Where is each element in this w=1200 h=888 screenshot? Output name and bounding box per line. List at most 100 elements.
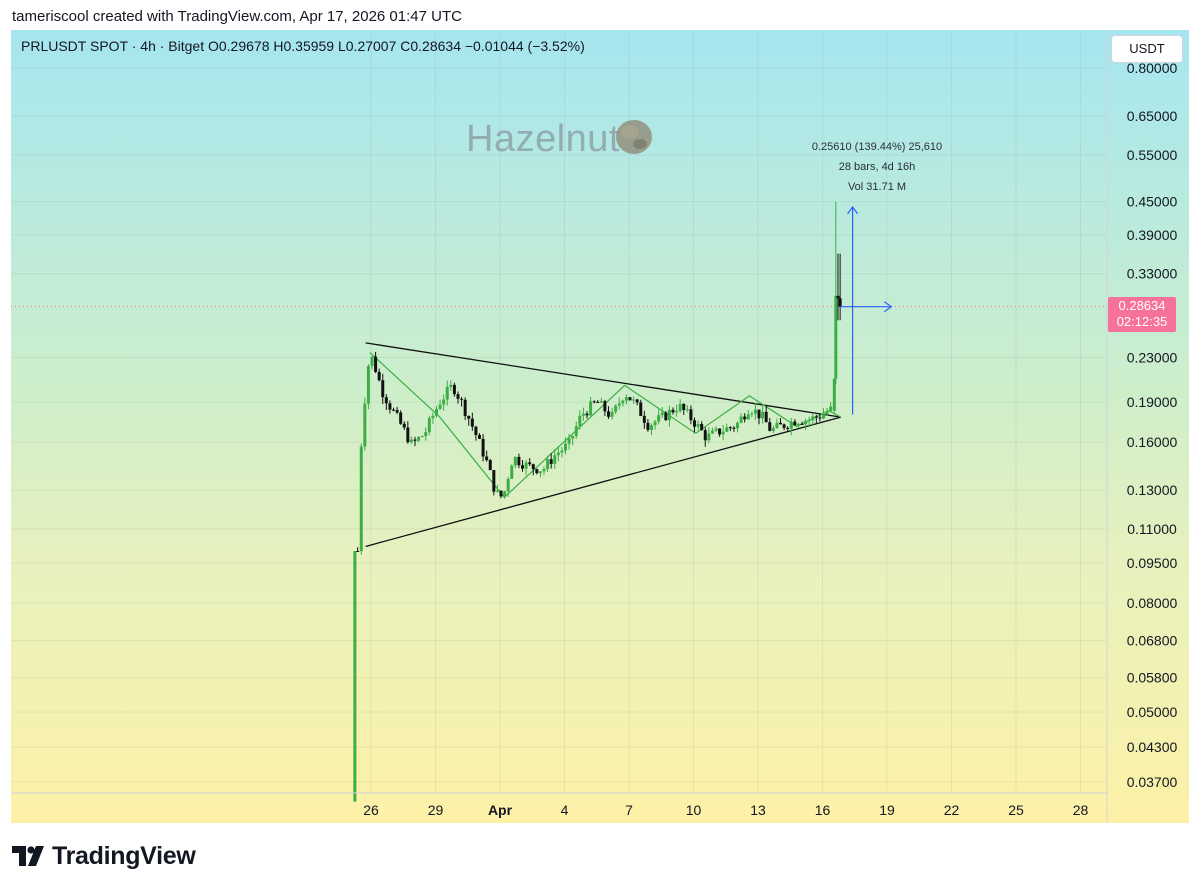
candle xyxy=(710,427,714,435)
candle-body xyxy=(632,399,636,401)
candle-body xyxy=(528,462,532,465)
candle-body xyxy=(818,417,822,419)
candle xyxy=(682,403,686,415)
candle-body xyxy=(452,384,456,395)
candle-body xyxy=(667,409,671,421)
hazelnut-icon xyxy=(616,120,652,154)
candle xyxy=(779,417,783,425)
measure-up-arrow xyxy=(847,205,859,215)
candle xyxy=(757,409,761,425)
candle-body xyxy=(642,415,646,423)
candle xyxy=(506,476,510,497)
candle-body xyxy=(675,411,679,413)
candle xyxy=(413,436,417,447)
candle-body xyxy=(460,398,464,400)
candle xyxy=(388,400,392,414)
candle xyxy=(435,405,439,418)
candle xyxy=(528,457,532,467)
candle xyxy=(603,399,607,416)
candle xyxy=(384,394,388,411)
candle-body xyxy=(495,490,499,492)
candle xyxy=(503,490,507,499)
candle-body xyxy=(424,432,428,437)
candle-body xyxy=(700,423,704,431)
candle xyxy=(553,448,557,469)
y-tick-label: 0.55000 xyxy=(1127,147,1178,163)
candle xyxy=(353,551,357,802)
candle-body xyxy=(384,397,388,404)
candle-body xyxy=(571,435,575,439)
candle-body xyxy=(678,404,682,412)
candle-body xyxy=(761,411,765,419)
candle xyxy=(775,418,779,429)
candle xyxy=(675,404,679,417)
candle-body xyxy=(682,404,686,410)
chart-area[interactable]: 0.80000 0.65000 0.55000 0.45000 0.39000 0.330… xyxy=(11,30,1189,823)
candle xyxy=(521,459,525,472)
candle xyxy=(424,427,428,441)
candle-body xyxy=(456,394,460,399)
x-tick-label: 28 xyxy=(1073,802,1089,818)
candle-body xyxy=(560,450,564,453)
candle xyxy=(836,253,840,321)
candle-body xyxy=(589,401,593,416)
candle xyxy=(614,404,618,415)
candle xyxy=(822,408,826,420)
candle xyxy=(657,408,661,425)
y-tick-label: 0.39000 xyxy=(1127,227,1178,243)
candle xyxy=(721,424,725,441)
candle-body xyxy=(409,439,413,443)
candle xyxy=(838,253,842,321)
candle-body xyxy=(646,422,650,430)
candle-body xyxy=(779,422,783,425)
candle xyxy=(746,410,750,420)
candle-body xyxy=(417,436,421,441)
candle xyxy=(761,406,765,424)
candle-body xyxy=(736,422,740,429)
candle-body xyxy=(467,415,471,419)
candle-body xyxy=(556,452,560,456)
candle-body xyxy=(581,413,585,416)
candle xyxy=(492,469,496,496)
candle xyxy=(449,380,453,391)
candle xyxy=(427,415,431,436)
candle-body xyxy=(549,459,553,464)
candle-body xyxy=(614,405,618,412)
candle xyxy=(628,396,632,401)
candle xyxy=(485,450,489,462)
tradingview-logo-icon xyxy=(12,846,44,866)
candle-body xyxy=(359,446,363,552)
candle-body xyxy=(782,424,786,428)
candle xyxy=(814,414,818,423)
candle xyxy=(524,460,528,476)
y-tick-label: 0.23000 xyxy=(1127,350,1178,366)
candle-body xyxy=(732,427,736,429)
y-tick-label: 0.11000 xyxy=(1127,521,1177,537)
candle xyxy=(753,403,757,420)
upper-trendline xyxy=(365,342,841,418)
candle xyxy=(535,468,539,475)
candle-body xyxy=(829,406,833,411)
currency-button[interactable]: USDT xyxy=(1111,35,1183,63)
axes: 0.80000 0.65000 0.55000 0.45000 0.39000 0.330… xyxy=(11,30,1178,823)
candle-body xyxy=(406,427,410,443)
candle-body xyxy=(757,409,761,419)
x-tick-label: 19 xyxy=(879,802,895,818)
candle-body xyxy=(506,478,510,492)
candle xyxy=(495,484,499,493)
candle xyxy=(834,201,838,385)
candle xyxy=(639,399,643,417)
price-chart[interactable]: 0.80000 0.65000 0.55000 0.45000 0.39000 0.330… xyxy=(11,30,1189,823)
candle-body xyxy=(768,422,772,431)
x-tick-label: 26 xyxy=(363,802,379,818)
candle-body xyxy=(445,386,449,400)
candle xyxy=(650,423,654,436)
candle xyxy=(732,426,736,432)
candle-body xyxy=(388,403,392,410)
candle xyxy=(359,443,363,555)
candle xyxy=(610,407,614,420)
candle xyxy=(771,425,775,434)
tradingview-logo[interactable]: TradingView xyxy=(12,838,196,874)
measure-right-arrow xyxy=(883,301,893,313)
candle xyxy=(366,364,370,410)
